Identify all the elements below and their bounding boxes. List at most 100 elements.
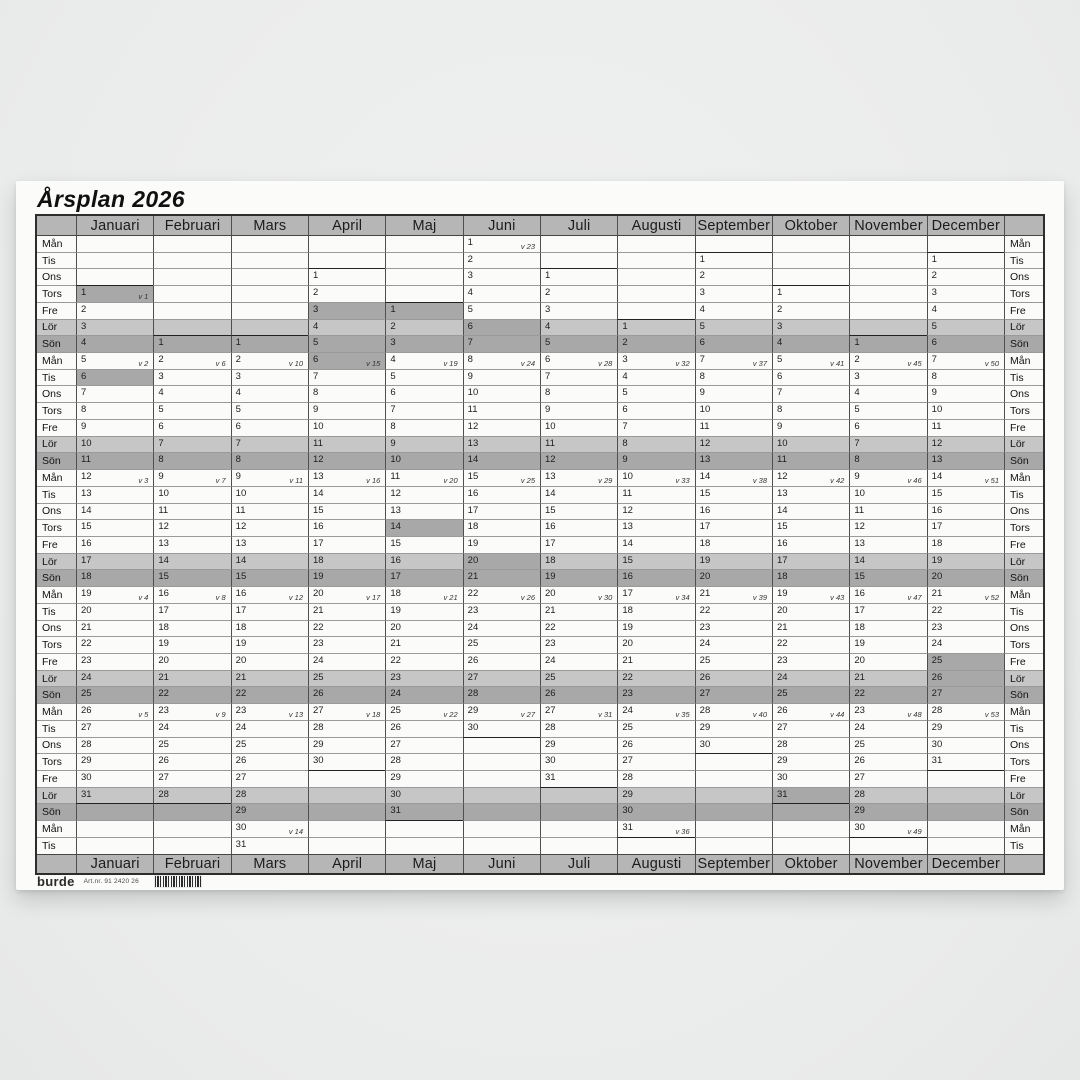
week-number-label: v 24 <box>520 358 535 368</box>
day-cell: 14 <box>772 502 850 520</box>
corner-cell <box>1004 216 1043 235</box>
day-number: 8 <box>158 454 164 466</box>
day-cell: 30 <box>462 719 540 737</box>
day-cell <box>385 836 463 854</box>
day-cell <box>385 285 463 302</box>
day-cell: 1 <box>385 301 463 319</box>
day-number: 25 <box>854 738 865 750</box>
day-number: 21 <box>467 571 479 583</box>
day-cell: 24 <box>694 636 772 653</box>
week-number-label: v 33 <box>675 475 690 485</box>
day-cell: 12 <box>694 435 772 453</box>
corner-cell <box>37 853 76 873</box>
day-number: 12 <box>777 471 788 483</box>
day-cell: 18 <box>230 619 308 637</box>
day-cell: 11 <box>462 402 540 419</box>
footer-month-cell: November <box>849 853 927 873</box>
day-number: 28 <box>545 721 556 733</box>
day-number: 11 <box>467 404 478 416</box>
day-number: 7 <box>854 437 860 449</box>
day-cell: 15 <box>926 485 1004 503</box>
day-cell: 25 <box>153 736 231 754</box>
day-number: 8 <box>81 404 87 416</box>
day-cell: 21 <box>849 669 927 687</box>
week-number-label: v 50 <box>984 358 999 368</box>
day-number: 19 <box>313 571 324 583</box>
day-number: 27 <box>777 721 788 733</box>
week-number-label: v 37 <box>752 358 767 368</box>
day-number: 10 <box>158 487 169 499</box>
day-cell <box>772 803 850 821</box>
day-cell: 28 <box>230 786 308 804</box>
day-number: 2 <box>390 320 396 332</box>
day-cell: 23 <box>462 602 540 620</box>
day-cell <box>153 820 231 837</box>
day-cell: 4 <box>540 318 618 336</box>
week-number-label: v 41 <box>830 358 845 368</box>
weekday-label-cell: Ons <box>37 736 76 754</box>
day-number: 5 <box>235 404 241 416</box>
day-cell <box>76 836 154 854</box>
week-number-label: v 27 <box>520 709 535 719</box>
day-number: 24 <box>158 721 169 733</box>
day-cell: 18 v 21 <box>385 586 463 603</box>
week-number-label: v 8 <box>215 592 226 602</box>
day-number: 18 <box>699 537 711 549</box>
week-number-label: v 16 <box>366 475 381 485</box>
day-cell: 2 <box>462 251 540 269</box>
day-cell: 16 <box>76 535 154 553</box>
weekday-label-cell: Lör <box>37 669 76 687</box>
week-number-label: v 35 <box>675 709 690 719</box>
footer-month-cell: Februari <box>153 853 231 873</box>
footer-month-cell: December <box>926 853 1004 873</box>
day-number: 24 <box>81 671 92 683</box>
day-number: 9 <box>158 471 164 483</box>
day-number: 12 <box>622 504 633 516</box>
footer-month-cell: Januari <box>76 853 154 873</box>
day-cell: 23 v 9 <box>153 703 231 720</box>
day-cell: 19 v 43 <box>772 586 850 603</box>
day-cell: 10 <box>230 485 308 503</box>
day-cell: 25 <box>772 686 850 704</box>
day-number: 13 <box>81 487 92 499</box>
week-number-label: v 7 <box>215 475 226 485</box>
day-cell: 8 <box>308 385 386 403</box>
day-cell: 24 <box>540 652 618 670</box>
day-number: 29 <box>313 738 324 750</box>
day-number: 4 <box>622 370 628 382</box>
day-number: 1 <box>854 337 860 349</box>
day-cell: 24 <box>462 619 540 637</box>
day-cell: 27 <box>849 770 927 787</box>
day-number: 21 <box>158 671 169 683</box>
day-cell: 11 <box>694 418 772 436</box>
day-number: 8 <box>777 404 783 416</box>
footer-month-cell: September <box>694 853 772 873</box>
day-cell: 2 <box>76 301 154 319</box>
day-cell: 10 <box>462 385 540 403</box>
day-cell <box>694 820 772 837</box>
day-number: 6 <box>854 420 860 432</box>
day-number: 3 <box>545 303 551 315</box>
weekday-label-cell: Tis <box>1004 836 1043 854</box>
day-number: 25 <box>158 738 169 750</box>
day-cell <box>385 820 463 837</box>
day-cell: 21 v 52 <box>926 586 1004 603</box>
day-number: 21 <box>622 654 633 666</box>
day-cell: 21 <box>308 602 386 620</box>
day-number: 8 <box>235 454 241 466</box>
day-cell: 19 <box>617 619 695 637</box>
day-cell <box>153 803 231 821</box>
day-cell: 6 <box>617 402 695 419</box>
day-cell <box>308 836 386 854</box>
corner-cell <box>37 216 76 235</box>
day-number: 24 <box>931 638 943 650</box>
day-cell: 20 <box>153 652 231 670</box>
day-cell <box>540 820 618 837</box>
day-cell: 16 <box>540 519 618 536</box>
day-cell: 19 <box>308 569 386 587</box>
day-cell: 25 <box>540 669 618 687</box>
week-number-label: v 26 <box>520 592 535 602</box>
day-number: 3 <box>467 270 473 282</box>
day-number: 10 <box>81 437 92 449</box>
day-number: 23 <box>81 654 92 666</box>
